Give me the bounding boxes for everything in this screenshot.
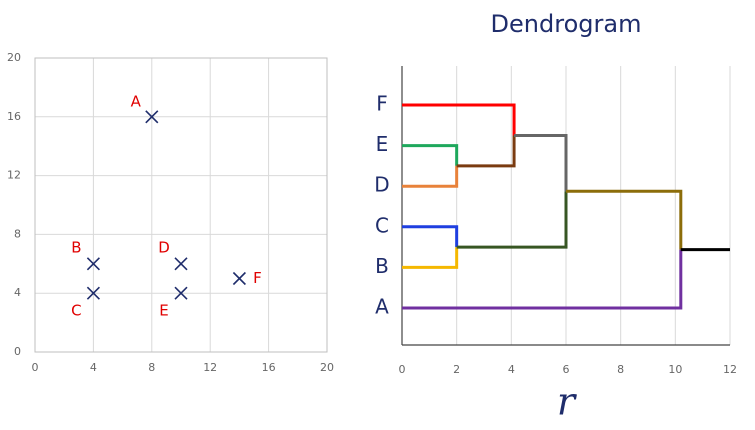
x-tick-label: 2 <box>453 363 460 376</box>
branch <box>514 133 568 192</box>
marker-stroke <box>174 286 188 300</box>
point <box>174 257 188 271</box>
leaf-label: F <box>376 92 388 116</box>
x-tick-label: 6 <box>563 363 570 376</box>
marker-stroke <box>174 257 188 271</box>
x-tick-label: 16 <box>262 361 276 374</box>
leaf-label: C <box>375 213 389 237</box>
plot-frame <box>34 57 328 353</box>
branch <box>402 165 459 188</box>
point-label: D <box>158 238 170 256</box>
branch <box>402 249 683 310</box>
x-tick-label: 12 <box>203 361 217 374</box>
marker-stroke <box>86 257 100 271</box>
y-tick-label: 12 <box>7 169 21 182</box>
y-tick-label: 8 <box>14 227 21 240</box>
branch <box>456 191 568 249</box>
branch <box>566 189 683 250</box>
x-tick-label: 12 <box>723 363 737 376</box>
x-tick-label: 20 <box>320 361 334 374</box>
x-tick-label: 8 <box>148 361 155 374</box>
point <box>86 286 100 300</box>
point-label: B <box>71 238 81 256</box>
point-label: E <box>159 302 168 320</box>
y-tick-label: 20 <box>7 51 21 64</box>
branch <box>402 225 459 248</box>
branch <box>402 144 459 166</box>
leaf-label: A <box>375 295 389 319</box>
marker-stroke <box>86 286 100 300</box>
point-label: A <box>131 92 142 110</box>
point-label: C <box>71 302 81 320</box>
branch <box>402 103 516 136</box>
x-tick-label: 8 <box>617 363 624 376</box>
y-tick-label: 4 <box>14 286 21 299</box>
leaf-label: D <box>374 173 389 197</box>
x-tick-label: 4 <box>90 361 97 374</box>
y-tick-label: 16 <box>7 110 21 123</box>
point <box>86 257 100 271</box>
point-label: F <box>253 269 262 287</box>
x-tick-label: 0 <box>399 363 406 376</box>
branch <box>402 247 459 269</box>
y-tick-label: 0 <box>14 345 21 358</box>
x-tick-label: 0 <box>32 361 39 374</box>
point <box>145 110 159 124</box>
branch <box>456 135 516 168</box>
marker-stroke <box>232 271 246 286</box>
x-tick-label: 4 <box>508 363 515 376</box>
marker-stroke <box>145 110 159 124</box>
point <box>232 271 246 286</box>
leaf-label: E <box>376 132 389 156</box>
point <box>174 286 188 300</box>
x-axis-label: r <box>557 380 578 424</box>
chart-title: Dendrogram <box>491 10 642 38</box>
leaf-label: B <box>375 254 389 278</box>
x-tick-label: 10 <box>668 363 682 376</box>
